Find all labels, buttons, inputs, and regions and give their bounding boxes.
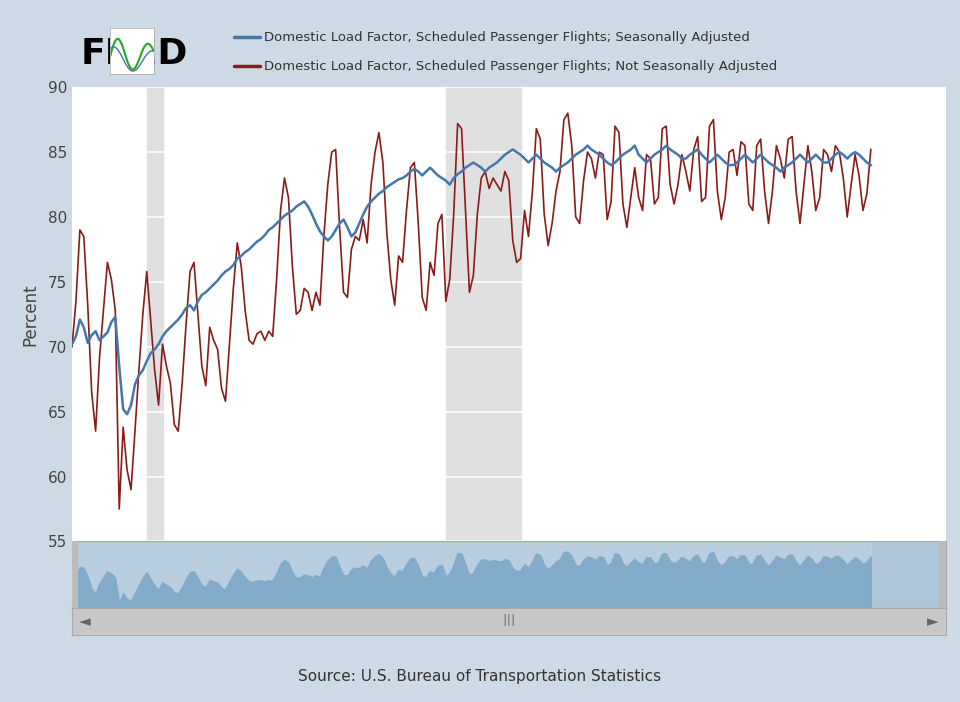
Text: Domestic Load Factor, Scheduled Passenger Flights; Seasonally Adjusted: Domestic Load Factor, Scheduled Passenge… (264, 31, 750, 44)
Text: Domestic Load Factor, Scheduled Passenger Flights; Not Seasonally Adjusted: Domestic Load Factor, Scheduled Passenge… (264, 60, 778, 73)
Text: 2005: 2005 (292, 592, 324, 604)
Text: ◄: ◄ (79, 614, 91, 629)
Text: III: III (502, 614, 516, 629)
Bar (147, 87, 162, 541)
Y-axis label: Percent: Percent (21, 283, 39, 345)
Bar (445, 87, 520, 541)
Text: FRED: FRED (81, 37, 188, 71)
Text: Source: U.S. Bureau of Transportation Statistics: Source: U.S. Bureau of Transportation St… (299, 670, 661, 684)
Text: ►: ► (926, 614, 939, 629)
Text: 2010: 2010 (528, 592, 560, 604)
Text: 2015: 2015 (764, 592, 796, 604)
